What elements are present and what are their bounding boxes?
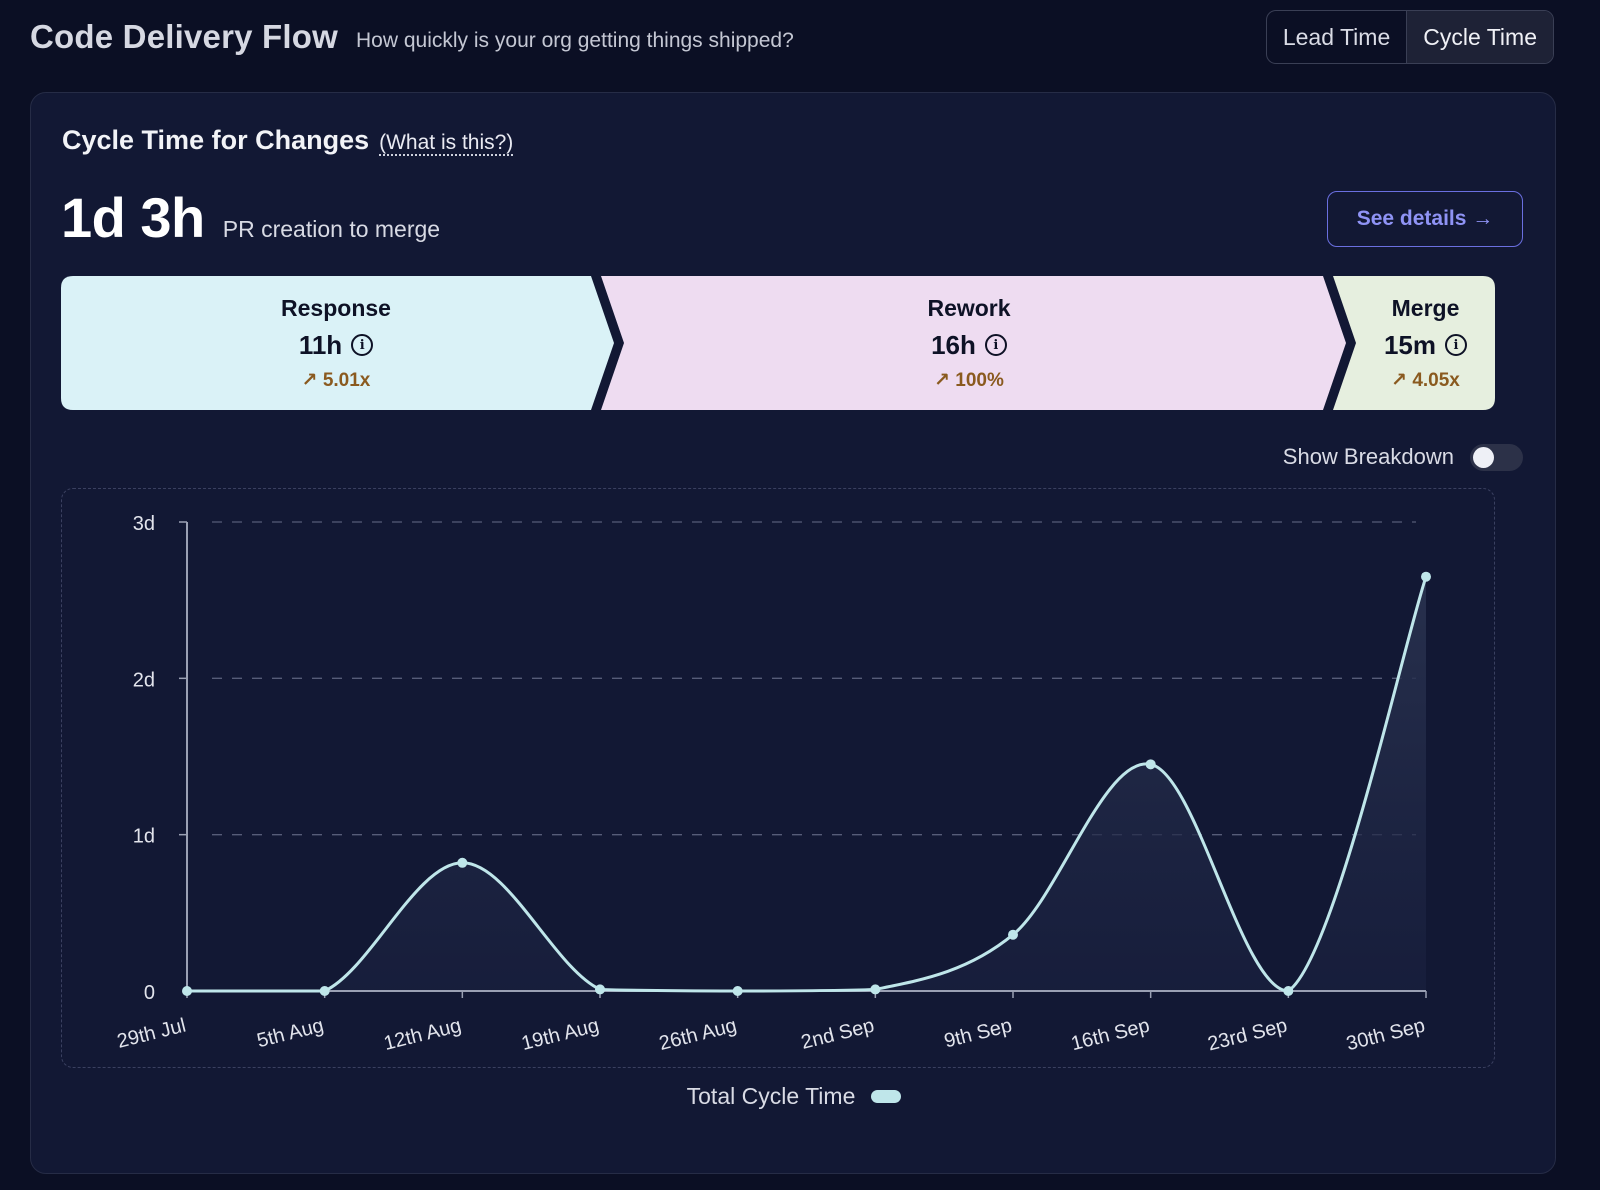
stage-name: Merge (1391, 294, 1460, 321)
stage-breakdown: Response 11h i ↗ 5.01x Rework 16h i ↗ 10… (61, 276, 1495, 410)
metric-tab-group: Lead Time Cycle Time (1265, 10, 1554, 64)
data-point (457, 857, 468, 868)
metric-value: 1d 3h (61, 186, 205, 249)
stage-value: 11h (298, 329, 343, 360)
chart-container: 0 1d 2d 3d 29th Jul 5th Aug 12th Aug 19th Aug 26… (61, 488, 1495, 1068)
breakdown-toggle-label: Show Breakdown (1282, 444, 1454, 469)
page-subtitle: How quickly is your org getting things s… (356, 29, 794, 52)
data-point (732, 986, 743, 996)
chart-legend: Total Cycle Time (31, 1083, 1557, 1110)
stage-shapes (61, 276, 1495, 410)
stage-trend-row: ↗ 5.01x (302, 369, 371, 392)
data-point (182, 986, 192, 996)
stage-value-row: 15m i (1383, 329, 1468, 361)
x-tick-label: 30th Sep (1344, 1015, 1427, 1056)
card-title-text: Cycle Time for Changes (62, 125, 370, 155)
x-tick-label: 23rd Sep (1205, 1015, 1289, 1056)
stage-trend-row: ↗ 4.05x (1391, 369, 1460, 392)
stage-rework: Rework 16h i ↗ 100% (624, 276, 1314, 410)
tab-cycle-time[interactable]: Cycle Time (1406, 11, 1553, 63)
stage-value: 16h (931, 329, 976, 360)
x-tick-label: 16th Sep (1069, 1015, 1152, 1056)
x-tick-label: 26th Aug (657, 1015, 739, 1055)
stage-shape-response (61, 276, 614, 410)
legend-swatch (871, 1090, 902, 1103)
series-line (187, 576, 1428, 993)
y-tick-label: 3d (133, 513, 155, 535)
data-point (1283, 986, 1294, 996)
breakdown-toggle[interactable] (1470, 443, 1523, 471)
stage-value-row: 16h i (931, 330, 1007, 361)
y-tick-label: 2d (133, 669, 155, 691)
stage-merge: Merge 15m i ↗ 4.05x (1356, 276, 1495, 410)
data-point (1008, 929, 1018, 940)
data-point (870, 984, 881, 995)
page-title: Code Delivery Flow (30, 18, 339, 55)
data-point (319, 986, 330, 996)
x-tick-label: 5th Aug (255, 1015, 326, 1053)
see-details-button[interactable]: See details → (1327, 191, 1523, 247)
legend-label: Total Cycle Time (686, 1083, 856, 1109)
x-tick-label: 29th Jul (115, 1015, 188, 1053)
cycle-time-chart: 0 1d 2d 3d 29th Jul 5th Aug 12th Aug 19th Aug 26… (115, 513, 1431, 1056)
stage-trend: 4.05x (1412, 369, 1460, 391)
info-icon[interactable]: i (984, 334, 1007, 356)
data-point (1421, 571, 1431, 582)
info-icon[interactable]: i (1445, 334, 1468, 356)
trend-up-icon: ↗ (934, 369, 951, 391)
stage-shape-merge (1333, 276, 1495, 410)
metric-caption: PR creation to merge (222, 216, 441, 242)
area-fill (187, 576, 1426, 991)
trend-up-icon: ↗ (1391, 369, 1408, 391)
what-is-this-link[interactable]: (What is this?) (379, 131, 514, 157)
toggle-knob (1473, 446, 1494, 468)
y-tick-label: 1d (133, 826, 155, 848)
card-title: Cycle Time for Changes (What is this?) (62, 125, 514, 157)
x-tick-label: 9th Sep (942, 1015, 1014, 1053)
stage-response: Response 11h i ↗ 5.01x (61, 276, 611, 410)
breakdown-toggle-row: Show Breakdown (1231, 441, 1523, 473)
x-tick-label: 12th Aug (382, 1015, 464, 1055)
stage-trend: 5.01x (322, 369, 371, 391)
data-point (595, 984, 605, 995)
stage-name: Rework (927, 294, 1011, 321)
stage-value: 15m (1383, 329, 1437, 360)
trend-up-icon: ↗ (301, 369, 318, 391)
cycle-time-card: Cycle Time for Changes (What is this?) 1… (30, 92, 1556, 1174)
data-point (1145, 759, 1156, 770)
metric-summary: 1d 3h PR creation to merge (61, 185, 440, 250)
x-tick-label: 19th Aug (519, 1015, 601, 1055)
tab-lead-time[interactable]: Lead Time (1267, 11, 1406, 63)
stage-trend: 100% (955, 369, 1004, 391)
stage-trend-row: ↗ 100% (934, 369, 1004, 392)
page-header: Code Delivery Flow How quickly is your o… (30, 10, 1554, 64)
info-icon[interactable]: i (351, 334, 374, 356)
y-tick-label: 0 (144, 982, 155, 1004)
stage-value-row: 11h i (298, 329, 374, 361)
stage-name: Response (281, 294, 391, 321)
x-tick-label: 2nd Sep (799, 1015, 877, 1054)
stage-shape-rework (601, 276, 1346, 410)
